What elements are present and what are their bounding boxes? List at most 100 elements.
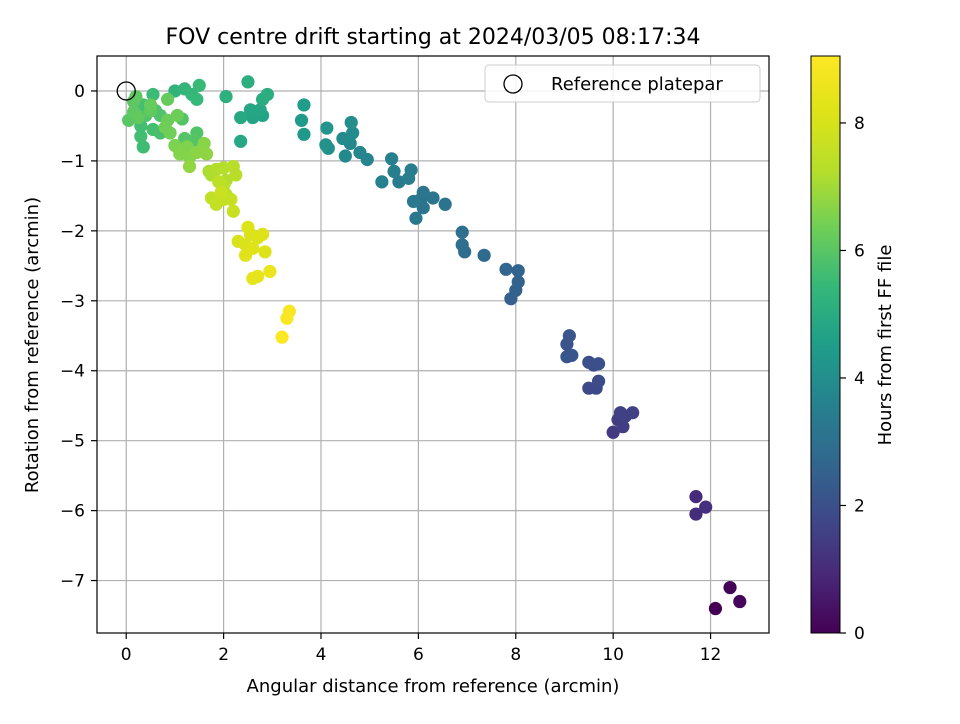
data-point: [409, 211, 423, 225]
data-point: [226, 204, 240, 218]
data-point: [606, 425, 620, 439]
data-point: [136, 140, 150, 154]
data-point: [192, 78, 206, 92]
data-point: [197, 136, 211, 151]
data-point: [344, 115, 358, 130]
x-tick-label: 4: [316, 645, 327, 665]
data-point: [320, 121, 334, 135]
data-point: [229, 168, 243, 182]
data-point: [255, 227, 270, 241]
reference-marker-group: [116, 81, 136, 101]
y-tick-label: −7: [60, 572, 85, 592]
data-point: [146, 87, 160, 102]
data-point: [455, 225, 469, 239]
y-tick-label: −4: [60, 362, 85, 382]
x-tick-label: 6: [413, 645, 424, 665]
data-point: [297, 98, 311, 112]
data-point: [689, 490, 703, 504]
data-point: [499, 262, 513, 276]
legend-reference-marker: [503, 74, 523, 94]
data-point: [426, 191, 440, 205]
data-point: [319, 138, 333, 152]
data-point: [591, 357, 606, 371]
data-point: [699, 500, 713, 514]
colorbar-label: Hours from first FF file: [875, 245, 896, 446]
data-point: [613, 406, 628, 420]
data-point: [143, 98, 158, 112]
data-point: [241, 220, 255, 234]
colorbar-tick-label: 8: [854, 114, 865, 134]
colorbar-tick-label: 4: [854, 369, 865, 389]
data-point: [346, 126, 360, 140]
colorbar-tick-label: 6: [854, 241, 865, 261]
x-axis-ticks: 0 2 4 6 8 10 12: [121, 633, 722, 665]
data-points: [122, 75, 747, 616]
y-tick-label: −2: [60, 222, 85, 242]
data-point: [353, 145, 367, 160]
data-point: [173, 147, 187, 161]
data-point: [280, 311, 294, 325]
y-tick-label: −5: [60, 432, 85, 452]
data-point: [375, 175, 389, 189]
y-tick-label: 0: [74, 82, 85, 102]
data-point: [565, 348, 579, 362]
data-point: [217, 161, 231, 175]
colorbar: [810, 55, 841, 634]
data-point: [338, 149, 352, 163]
data-point: [158, 120, 172, 134]
data-point: [406, 194, 421, 209]
y-axis-ticks: 0 −1 −2 −3 −4 −5 −6 −7: [60, 82, 97, 592]
data-point: [582, 355, 596, 369]
data-point: [243, 103, 257, 117]
data-point: [297, 127, 311, 141]
data-point: [387, 164, 401, 178]
colorbar-tick-label: 0: [854, 624, 865, 644]
data-point: [336, 131, 350, 146]
data-point: [263, 264, 277, 279]
data-point: [404, 163, 418, 177]
data-point: [438, 197, 452, 211]
data-point: [134, 129, 148, 144]
data-point: [182, 159, 197, 174]
data-point: [170, 108, 184, 123]
legend: Reference platepar: [484, 64, 761, 103]
data-point: [455, 238, 469, 252]
data-point: [212, 175, 226, 189]
grid: [97, 56, 769, 633]
data-point: [708, 601, 723, 616]
data-point: [733, 594, 747, 609]
data-point: [616, 420, 630, 434]
y-tick-label: −3: [60, 292, 85, 312]
data-point: [190, 145, 204, 160]
data-point: [199, 147, 214, 161]
data-point: [275, 330, 289, 344]
data-point: [689, 507, 703, 521]
data-point: [190, 92, 204, 106]
data-point: [214, 185, 228, 199]
reference-platepar-marker: [116, 81, 136, 101]
chart-title: FOV centre drift starting at 2024/03/05 …: [166, 25, 701, 50]
x-tick-label: 10: [602, 645, 624, 665]
data-point: [129, 89, 143, 104]
data-point: [258, 245, 272, 259]
x-tick-label: 2: [218, 645, 229, 665]
data-point: [234, 134, 248, 148]
data-point: [224, 192, 238, 206]
data-point: [219, 89, 233, 104]
data-point: [416, 185, 430, 199]
plot-frame: [96, 55, 770, 634]
y-tick-label: −1: [60, 152, 85, 172]
data-point: [260, 87, 275, 102]
x-tick-label: 0: [121, 645, 132, 665]
data-point: [131, 110, 145, 125]
data-point: [723, 580, 737, 595]
data-point: [477, 248, 491, 262]
legend-box: [484, 64, 761, 103]
data-point: [511, 264, 525, 278]
colorbar-tick-label: 2: [854, 496, 865, 516]
x-tick-label: 12: [700, 645, 722, 665]
data-point: [253, 103, 267, 117]
legend-reference-label: Reference platepar: [551, 74, 723, 95]
data-point: [385, 152, 399, 166]
